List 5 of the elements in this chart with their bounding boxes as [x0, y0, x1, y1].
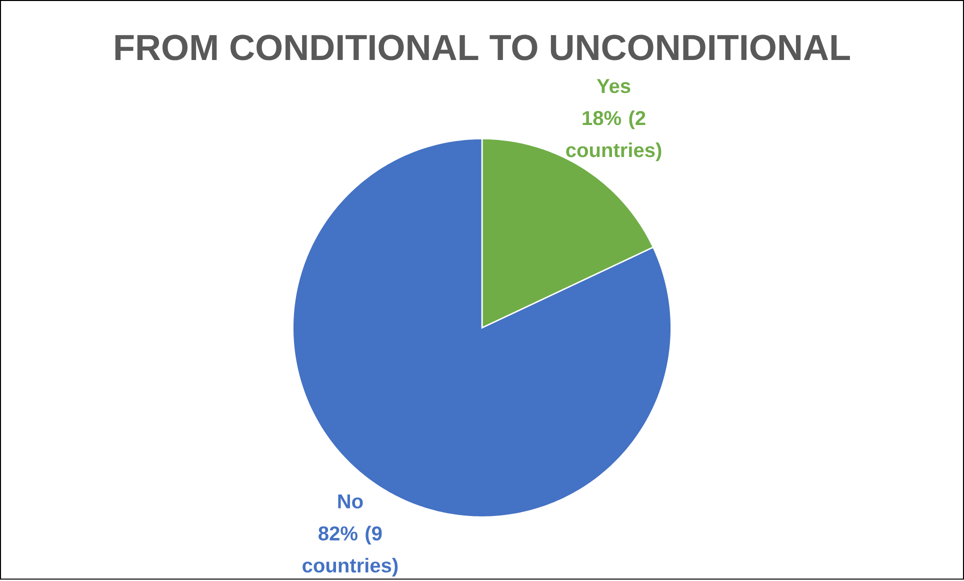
data-label: 82% (9 countries) — [302, 526, 398, 577]
chart-title: FROM CONDITIONAL TO UNCONDITIONAL — [115, 34, 850, 60]
data-label: 18% (2 countries) — [566, 110, 662, 162]
slice-label: No — [338, 494, 363, 508]
slice-label: Yes — [596, 79, 630, 94]
